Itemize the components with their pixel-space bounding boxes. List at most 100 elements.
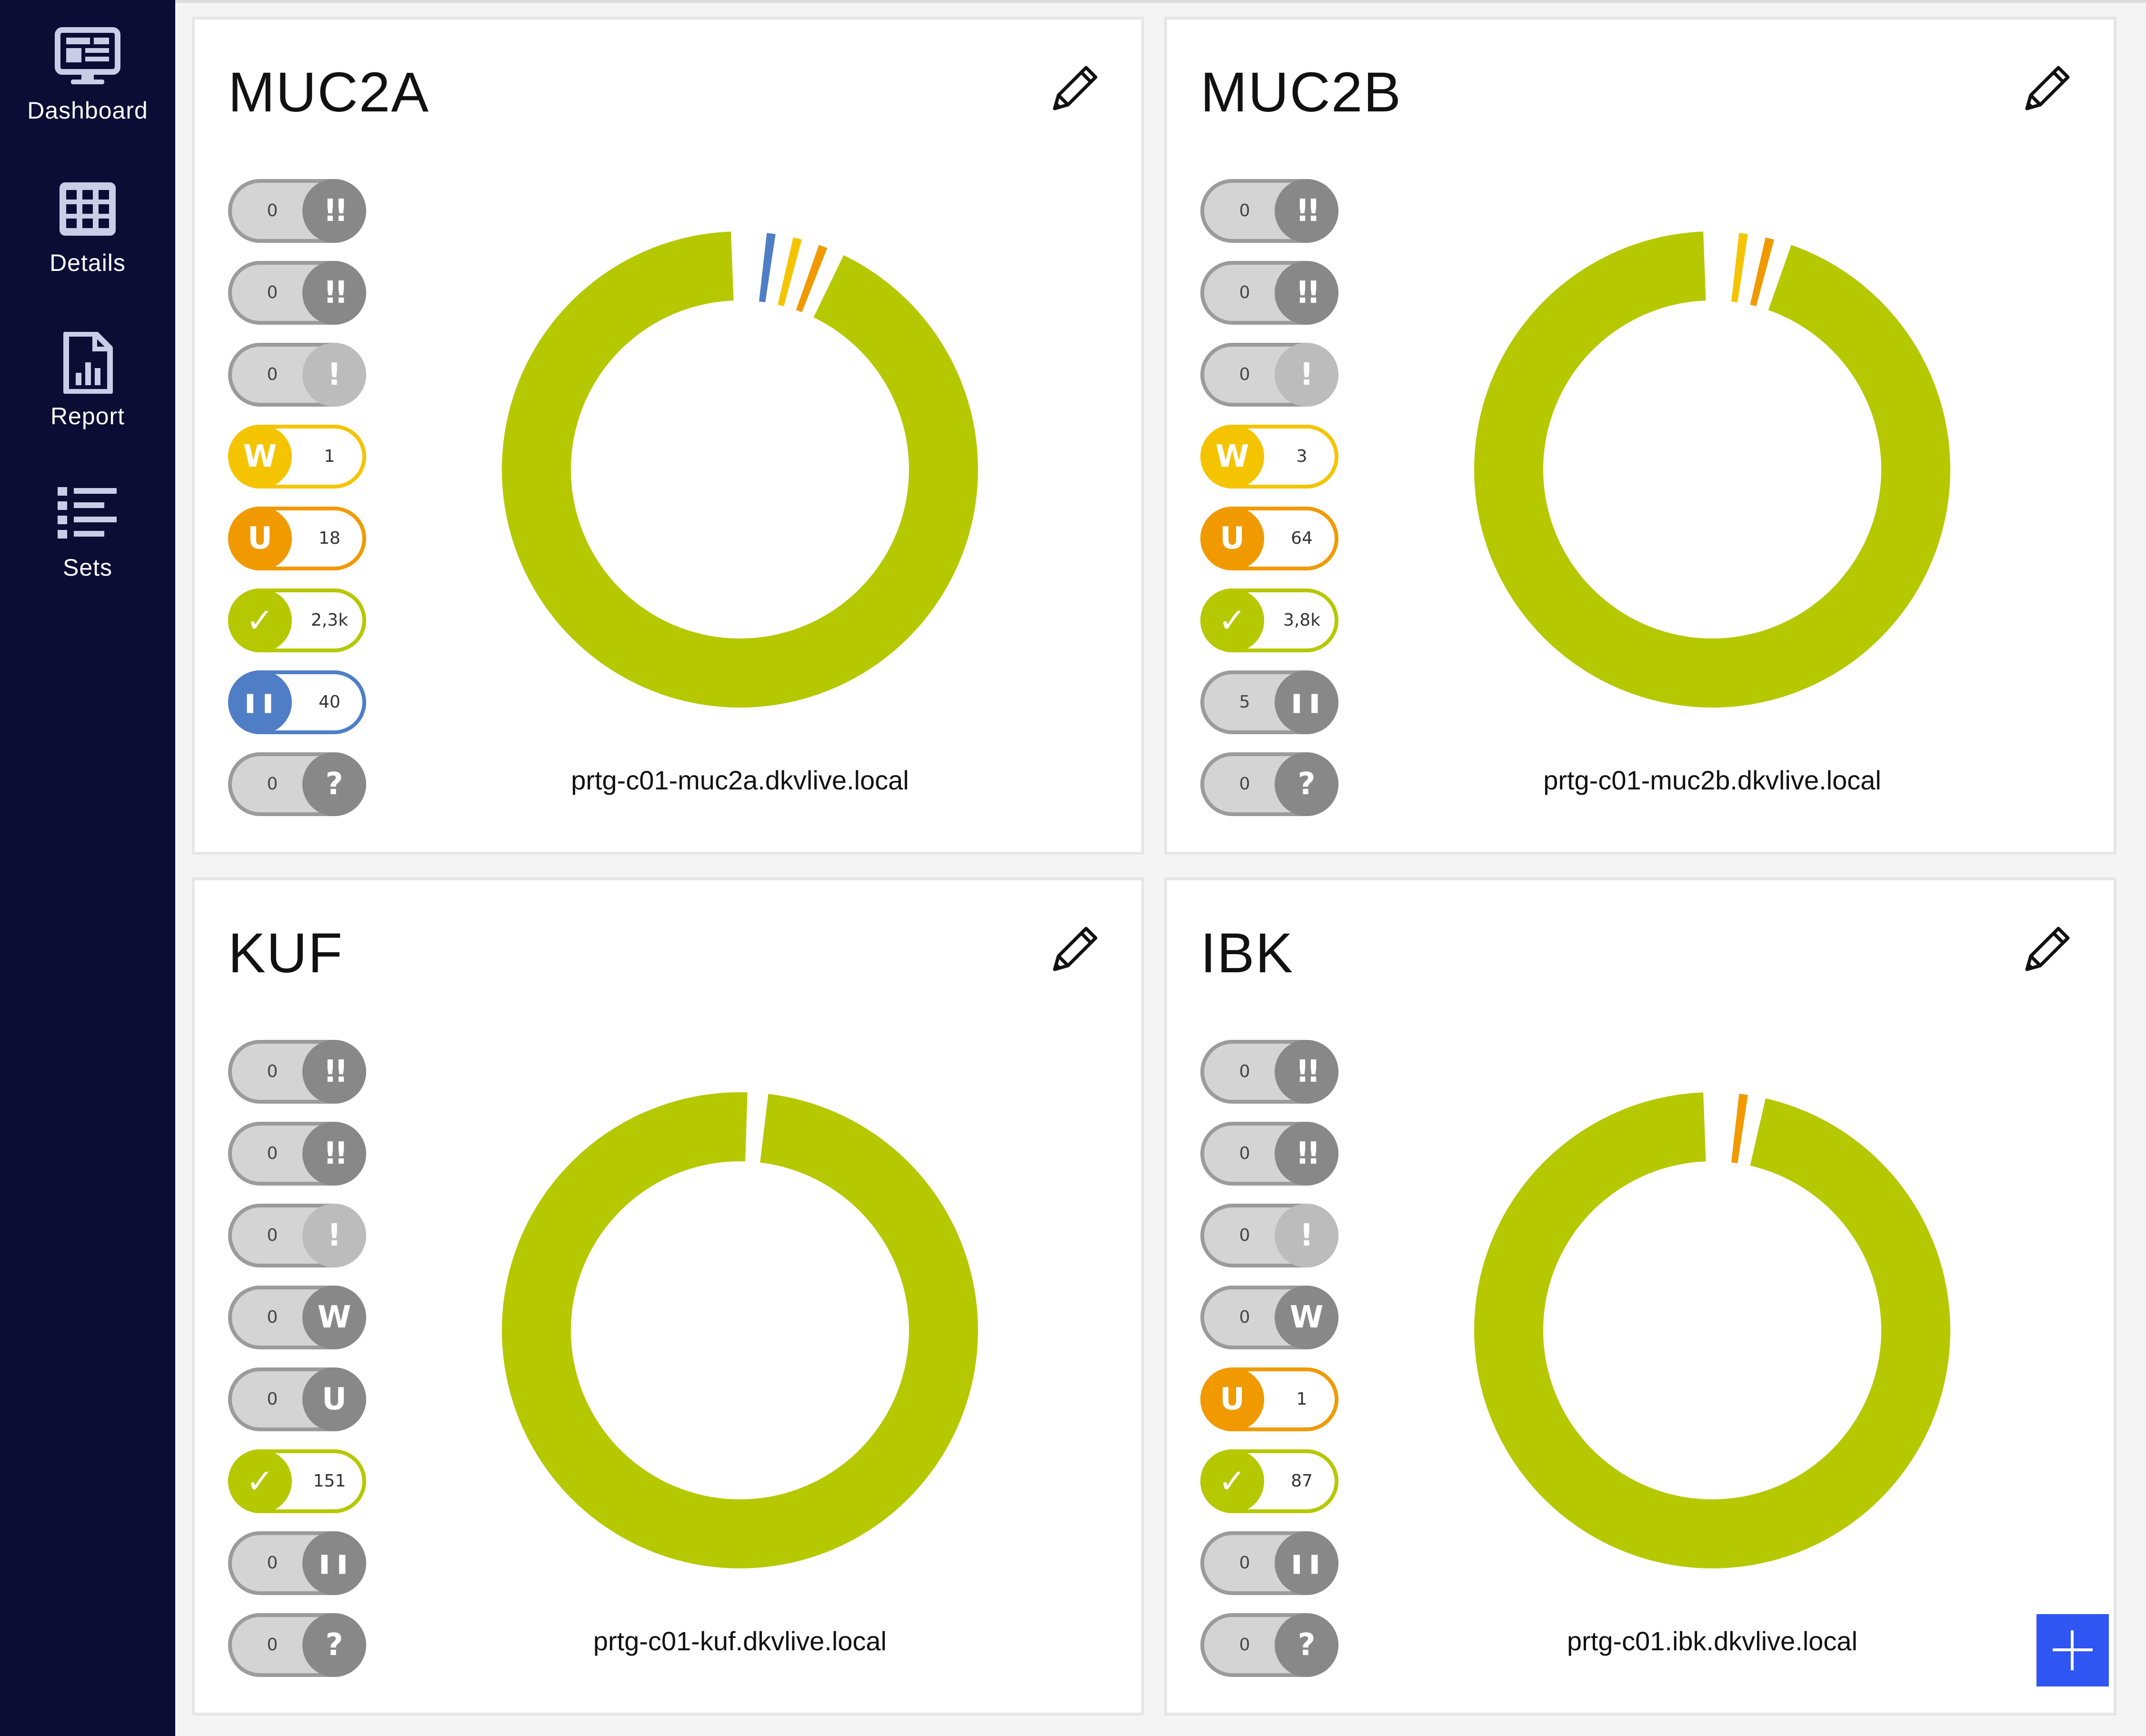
pause-icon: ❚❚ [228,670,292,734]
u-icon: U [302,1367,366,1431]
status-badge-up[interactable]: ✓ 3,8k [1200,589,1338,652]
status-badge-up[interactable]: ✓ 2,3k [228,589,366,652]
check-icon: ✓ [1200,1449,1264,1513]
pencil-icon [2025,927,2070,971]
double-exclamation-icon: !! [1275,1122,1338,1186]
check-icon: ✓ [1200,589,1264,652]
grid-icon [60,182,116,236]
exclamation-icon: ! [1275,1204,1338,1267]
status-badge-unknown[interactable]: ? 0 [228,752,366,816]
probe-card-ibk: IBK!! 0!! 0! 0 W 0 U 1 ✓ 87 ❚❚ 0? 0 prtg-c01.ibk.dkvl… [1164,878,2116,1716]
status-count: 5 [1239,692,1250,712]
edit-button[interactable] [2018,60,2076,117]
status-badge-down-partial[interactable]: ! 0 [1200,1204,1338,1267]
status-badge-paused[interactable]: ❚❚ 5 [1200,670,1338,734]
donut-slice-paused[interactable] [759,233,776,303]
status-badge-up[interactable]: ✓ 87 [1200,1449,1338,1513]
status-badge-down[interactable]: !! 0 [228,1040,366,1104]
status-badge-unknown[interactable]: ? 0 [1200,752,1338,816]
exclamation-icon: ! [302,1204,366,1267]
double-exclamation-icon: !! [302,261,366,325]
pause-icon: ❚❚ [1275,1531,1338,1595]
nav-label: Sets [62,554,113,581]
probe-hostname: prtg-c01-kuf.dkvlive.local [593,1626,887,1656]
donut-slice-up[interactable] [502,231,978,708]
status-badge-unusual[interactable]: U 64 [1200,507,1338,570]
u-icon: U [1200,1367,1264,1431]
pause-icon: ❚❚ [1275,670,1338,734]
status-count: 0 [267,1553,278,1573]
edit-button[interactable] [1046,921,1103,978]
status-count: 0 [267,1635,278,1655]
status-count: 0 [267,1226,278,1245]
donut-slice-warning[interactable] [778,237,802,307]
donut-slice-unusual[interactable] [1731,1094,1748,1164]
status-donut-chart [502,1092,978,1568]
status-badge-down-acknowledged[interactable]: !! 0 [228,1122,366,1186]
nav-item-dashboard[interactable]: Dashboard [0,26,175,160]
status-count: 0 [1239,201,1250,220]
donut-slice-up[interactable] [1474,1092,1950,1568]
donut-slice-unusual[interactable] [1750,237,1775,307]
status-count: 64 [1291,529,1313,548]
status-badge-down-acknowledged[interactable]: !! 0 [228,261,366,325]
status-badge-unusual[interactable]: U 18 [228,507,366,570]
card-title: IBK [1200,922,1294,985]
status-count: 0 [267,201,278,220]
status-badge-down[interactable]: !! 0 [228,179,366,243]
status-donut-chart [1474,231,1950,708]
status-badge-down-acknowledged[interactable]: !! 0 [1200,1122,1338,1186]
status-badge-unknown[interactable]: ? 0 [1200,1613,1338,1677]
status-count: 0 [1239,1553,1250,1573]
status-badge-down-partial[interactable]: ! 0 [228,1204,366,1267]
w-icon: W [302,1286,366,1349]
card-title: MUC2A [228,61,430,124]
w-icon: W [1275,1286,1338,1349]
nav-item-details[interactable]: Details [0,179,175,312]
status-count: 151 [313,1471,346,1491]
status-count: 0 [267,1307,278,1327]
edit-button[interactable] [2018,921,2076,978]
status-count: 0 [1239,1062,1250,1081]
donut-slice-up[interactable] [502,1092,978,1568]
add-button[interactable] [2036,1614,2109,1686]
status-badge-up[interactable]: ✓ 151 [228,1449,366,1513]
status-badge-down-acknowledged[interactable]: !! 0 [1200,261,1338,325]
status-badge-unknown[interactable]: ? 0 [228,1613,366,1677]
status-count: 40 [319,692,340,712]
list-icon [58,487,117,539]
probe-hostname: prtg-c01-muc2a.dkvlive.local [571,765,909,795]
status-count: 0 [1239,1144,1250,1163]
status-badge-down[interactable]: !! 0 [1200,1040,1338,1104]
exclamation-icon: ! [1275,343,1338,407]
donut-slice-up[interactable] [1474,231,1950,708]
status-badge-paused[interactable]: ❚❚ 0 [228,1531,366,1595]
nav-item-report[interactable]: Report [0,332,175,465]
monitor-icon [55,27,120,84]
pencil-icon [1053,927,1098,971]
status-badge-paused[interactable]: ❚❚ 40 [228,670,366,734]
status-count: 87 [1291,1471,1313,1491]
probe-hostname: prtg-c01.ibk.dkvlive.local [1567,1626,1858,1656]
check-icon: ✓ [228,1449,292,1513]
status-badge-down-partial[interactable]: ! 0 [1200,343,1338,407]
sidebar: Dashboard Details Report [0,0,175,1736]
donut-slice-warning[interactable] [1731,233,1748,303]
status-donut-chart [1474,1092,1950,1568]
nav-label: Details [50,249,126,276]
status-badge-down[interactable]: !! 0 [1200,179,1338,243]
w-icon: W [1200,425,1264,489]
nav-item-sets[interactable]: Sets [0,483,175,617]
report-icon [63,332,113,394]
edit-button[interactable] [1046,60,1103,117]
probe-card-muc2b: MUC2B!! 0!! 0! 0 W 3 U 64 ✓ 3,8k ❚❚ 5? 0 prtg-c01-muc… [1164,17,2116,855]
donut-slice-unusual[interactable] [796,245,828,312]
status-badge-paused[interactable]: ❚❚ 0 [1200,1531,1338,1595]
status-badge-down-partial[interactable]: ! 0 [228,343,366,407]
